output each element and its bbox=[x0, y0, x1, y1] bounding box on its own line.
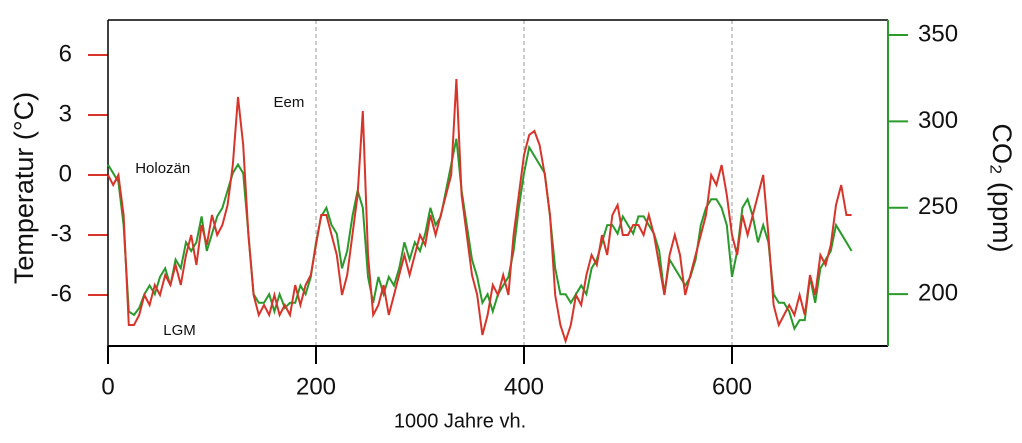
annotation: Holozän bbox=[135, 160, 190, 177]
y-tick-label: -6 bbox=[51, 280, 72, 307]
y-tick-label: 0 bbox=[59, 160, 72, 187]
x-tick-label: 0 bbox=[101, 373, 114, 400]
annotation: LGM bbox=[163, 322, 196, 339]
y2-tick-label: 350 bbox=[918, 20, 958, 47]
x-axis-label: 1000 Jahre vh. bbox=[394, 410, 526, 432]
annotation: Eem bbox=[274, 94, 305, 111]
x-tick-label: 600 bbox=[712, 373, 752, 400]
y-axis-label: Temperatur (°C) bbox=[9, 92, 39, 284]
y-tick-label: -3 bbox=[51, 220, 72, 247]
y2-axis-label: CO₂ (ppm) bbox=[987, 124, 1017, 253]
y2-tick-label: 250 bbox=[918, 193, 958, 220]
y2-tick-label: 300 bbox=[918, 107, 958, 134]
x-tick-label: 400 bbox=[504, 373, 544, 400]
y2-tick-label: 200 bbox=[918, 280, 958, 307]
y-tick-label: 6 bbox=[59, 40, 72, 67]
y-tick-label: 3 bbox=[59, 100, 72, 127]
data-line bbox=[107, 78, 852, 345]
x-tick-label: 200 bbox=[296, 373, 336, 400]
